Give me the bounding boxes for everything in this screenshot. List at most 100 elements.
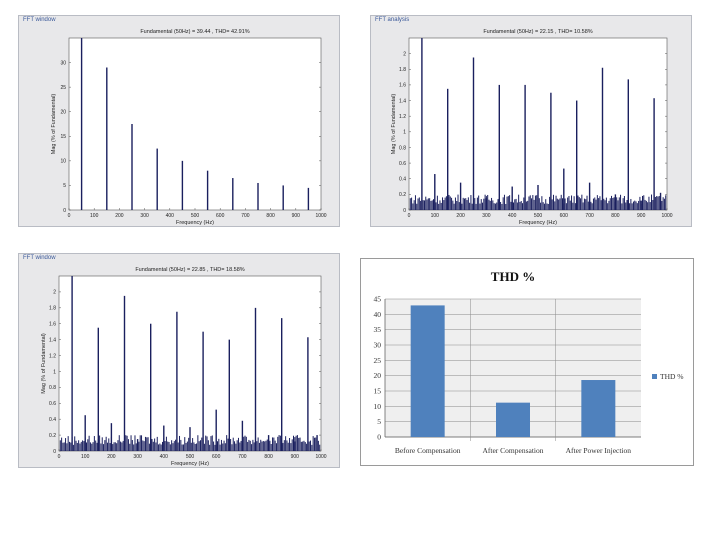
y-tick-label: 30	[60, 60, 66, 66]
y-tick-label: 35	[374, 325, 382, 334]
x-tick-label: 700	[241, 213, 250, 219]
y-tick-label: 15	[374, 387, 382, 396]
y-tick-label: 1.6	[399, 83, 406, 89]
x-tick-label: 1000	[315, 213, 326, 219]
y-tick-label: 1.2	[49, 353, 56, 359]
fft-chart: Fundamental (50Hz) = 22.85 , THD= 18.58%…	[41, 267, 327, 467]
x-tick-label: 700	[238, 454, 247, 460]
y-tick-label: 20	[374, 371, 382, 380]
x-tick-label: 600	[560, 213, 569, 219]
x-tick-label: 400	[508, 213, 517, 219]
y-tick-label: 0.6	[399, 161, 406, 167]
x-tick-label: 0	[58, 454, 61, 460]
legend-label: THD %	[660, 372, 684, 381]
window-title: FFT analysis	[375, 17, 410, 23]
x-tick-label: 200	[107, 454, 116, 460]
x-tick-label: 300	[140, 213, 149, 219]
y-tick-label: 0	[377, 433, 381, 442]
window-title: FFT window	[23, 255, 56, 261]
y-tick-label: 5	[377, 417, 381, 426]
y-axis-label: Mag (% of Fundamental)	[391, 94, 397, 155]
y-tick-label: 1.2	[399, 114, 406, 120]
x-tick-label: 900	[292, 213, 301, 219]
x-tick-label: 700	[585, 213, 594, 219]
y-tick-label: 25	[374, 356, 382, 365]
x-tick-label: 1000	[661, 213, 672, 219]
x-tick-label: 300	[482, 213, 491, 219]
chart-title: THD %	[491, 269, 535, 284]
x-tick-label: 500	[534, 213, 543, 219]
y-tick-label: 0.6	[49, 401, 56, 407]
y-tick-label: 1	[53, 369, 56, 375]
x-tick-label: 800	[264, 454, 273, 460]
y-tick-label: 0	[63, 208, 66, 214]
x-tick-label: 0	[408, 213, 411, 219]
x-axis-label: Frequency (Hz)	[519, 220, 557, 226]
y-tick-label: 1.8	[399, 67, 406, 73]
y-tick-label: 1.4	[399, 98, 406, 104]
y-tick-label: 20	[60, 110, 66, 116]
y-tick-label: 0.8	[399, 145, 406, 151]
y-tick-label: 1	[403, 130, 406, 136]
y-tick-label: 45	[374, 295, 382, 304]
y-tick-label: 10	[374, 402, 382, 411]
x-tick-label: 600	[216, 213, 225, 219]
x-category-label: After Power Injection	[566, 446, 632, 455]
plot-area	[408, 37, 668, 211]
thd-bar	[581, 380, 616, 437]
y-tick-label: 0	[403, 208, 406, 214]
y-tick-label: 0.4	[49, 417, 56, 423]
x-axis-label: Frequency (Hz)	[176, 220, 214, 226]
x-tick-label: 100	[90, 213, 99, 219]
x-tick-label: 400	[166, 213, 175, 219]
y-tick-label: 0.2	[399, 192, 406, 198]
x-tick-label: 300	[133, 454, 142, 460]
x-tick-label: 500	[191, 213, 200, 219]
y-axis-label: Mag (% of Fundamental)	[51, 94, 57, 155]
x-tick-label: 900	[291, 454, 300, 460]
y-tick-label: 1.6	[49, 322, 56, 328]
y-axis-label: Mag (% of Fundamental)	[41, 333, 47, 394]
y-tick-label: 15	[60, 134, 66, 140]
y-tick-label: 1.4	[49, 337, 56, 343]
y-tick-label: 0.4	[399, 177, 406, 183]
y-tick-label: 40	[374, 310, 382, 319]
x-tick-label: 800	[611, 213, 620, 219]
chart-title: Fundamental (50Hz) = 22.15 , THD= 10.58%	[483, 29, 592, 35]
x-tick-label: 900	[637, 213, 646, 219]
y-tick-label: 0	[53, 449, 56, 455]
x-tick-label: 100	[81, 454, 90, 460]
y-tick-label: 0.8	[49, 385, 56, 391]
legend-swatch	[652, 374, 657, 379]
y-tick-label: 2	[403, 51, 406, 57]
x-tick-label: 200	[115, 213, 124, 219]
y-tick-label: 30	[374, 341, 382, 350]
thd-comparison-chart: THD % 0 5 10 15 20 25 30 35 40 45 Before Compensati…	[360, 258, 694, 466]
thd-bar-chart: THD % 0 5 10 15 20 25 30 35 40 45 Before Compensati…	[374, 269, 684, 455]
x-axis-label: Frequency (Hz)	[171, 461, 209, 467]
x-tick-label: 400	[160, 454, 169, 460]
y-tick-label: 1.8	[49, 306, 56, 312]
x-category-label: Before Compensation	[395, 446, 461, 455]
fft-panel-before-compensation: FFT window Fundamental (50Hz) = 39.44 , …	[18, 15, 340, 227]
x-tick-label: 0	[68, 213, 71, 219]
plot-area	[68, 37, 322, 211]
y-tick-label: 25	[60, 85, 66, 91]
x-tick-label: 600	[212, 454, 221, 460]
fft-panel-after-compensation: FFT analysis Fundamental (50Hz) = 22.15 …	[370, 15, 692, 227]
x-tick-label: 1000	[315, 454, 326, 460]
x-tick-label: 100	[431, 213, 440, 219]
x-category-label: After Compensation	[482, 446, 543, 455]
chart-title: Fundamental (50Hz) = 22.85 , THD= 18.58%	[135, 267, 244, 273]
y-tick-label: 0.2	[49, 433, 56, 439]
y-tick-label: 2	[53, 290, 56, 296]
x-tick-label: 500	[186, 454, 195, 460]
x-tick-label: 200	[456, 213, 465, 219]
fft-chart: Fundamental (50Hz) = 39.44 , THD= 42.91%…	[51, 29, 327, 226]
plot-area	[58, 275, 322, 452]
window-title: FFT window	[23, 17, 56, 23]
y-tick-label: 5	[63, 183, 66, 189]
fft-chart: Fundamental (50Hz) = 22.15 , THD= 10.58%…	[391, 29, 673, 226]
fft-panel-after-power-injection: FFT window Fundamental (50Hz) = 22.85 , …	[18, 253, 340, 468]
chart-title: Fundamental (50Hz) = 39.44 , THD= 42.91%	[140, 29, 249, 35]
